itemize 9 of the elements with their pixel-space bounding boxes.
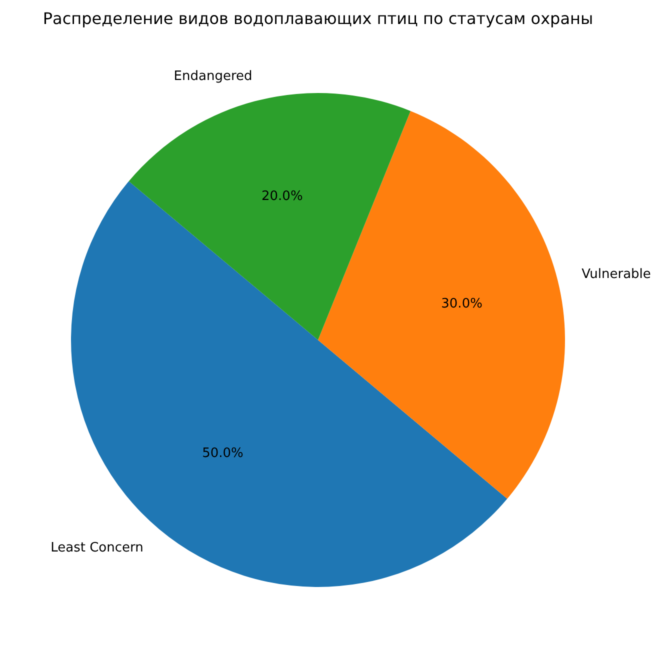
chart-title: Распределение видов водоплавающих птиц по статусам охраны <box>42 9 594 28</box>
slice-label: Least Concern <box>50 540 144 556</box>
data-label: 30.0% <box>441 296 482 312</box>
data-label: 20.0% <box>261 188 303 204</box>
data-label: 50.0% <box>202 446 244 462</box>
pie-slice <box>318 110 565 499</box>
pie-slice <box>128 93 411 340</box>
slice-label: Vulnerable <box>582 266 651 282</box>
slice-label: Endangered <box>174 68 252 84</box>
